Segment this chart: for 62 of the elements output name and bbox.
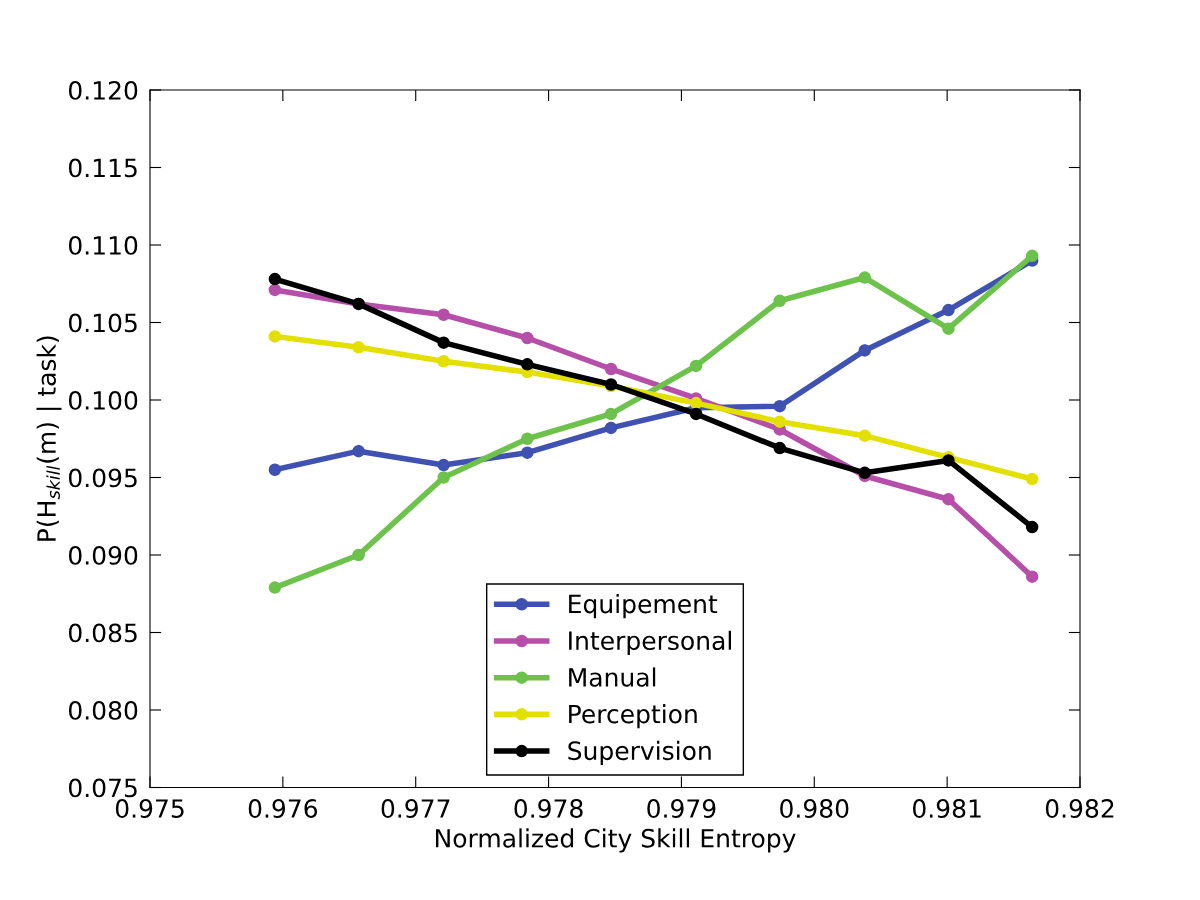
point <box>352 444 365 458</box>
x-tick-label: 0.978 <box>514 799 583 818</box>
point <box>268 283 282 297</box>
y-axis-title: P(H$_{skill}$(m) | task) <box>36 336 62 541</box>
x-tick-label: 0.982 <box>1045 799 1114 818</box>
point <box>268 330 282 343</box>
point <box>858 271 872 284</box>
point <box>604 421 618 435</box>
point <box>521 331 534 345</box>
x-tick-label: 0.976 <box>248 799 318 818</box>
legend-label: Perception <box>569 704 697 729</box>
point <box>604 362 618 376</box>
point <box>689 396 703 410</box>
point <box>268 272 282 286</box>
point <box>942 303 955 317</box>
point <box>268 463 282 477</box>
y-tick-label: 0.095 <box>68 468 137 488</box>
point <box>1025 249 1039 263</box>
point <box>1025 520 1039 534</box>
point <box>352 341 365 354</box>
x-axis-title: Normalized City Skill Entropy <box>435 828 796 853</box>
x-tick-label: 0.977 <box>381 799 450 818</box>
y-tick-label: 0.090 <box>68 545 138 565</box>
point <box>773 399 786 413</box>
y-tick-label: 0.100 <box>68 390 138 410</box>
legend-label: Manual <box>569 667 656 687</box>
y-tick-label: 0.075 <box>68 778 137 798</box>
point <box>1025 472 1039 486</box>
point <box>521 358 534 371</box>
legend-label: Supervision <box>568 740 711 765</box>
point <box>1025 570 1039 583</box>
point <box>858 344 872 357</box>
y-tick-label: 0.115 <box>68 158 137 178</box>
legend-label: Equipement <box>569 594 718 619</box>
y-tick-label: 0.085 <box>68 623 137 643</box>
point <box>942 492 955 506</box>
point <box>773 294 786 308</box>
point <box>437 471 450 484</box>
point <box>521 446 534 459</box>
x-tick-label: 0.981 <box>913 799 981 818</box>
point <box>521 432 534 446</box>
point <box>352 548 365 562</box>
point <box>437 354 450 368</box>
point <box>437 308 450 322</box>
point <box>268 581 282 594</box>
point <box>942 322 955 335</box>
y-tick-label: 0.120 <box>68 80 138 100</box>
x-tick-label: 0.979 <box>647 799 716 818</box>
point <box>437 458 450 472</box>
y-tick-label: 0.105 <box>68 313 137 333</box>
point <box>604 407 618 421</box>
legend-label: Interpersonal <box>569 630 731 655</box>
point <box>773 415 786 428</box>
y-tick-label: 0.080 <box>68 700 138 720</box>
point <box>689 407 703 421</box>
point <box>437 336 450 349</box>
point <box>858 429 872 442</box>
x-tick-label: 0.980 <box>780 799 849 818</box>
x-tick-label: 0.975 <box>115 799 184 818</box>
point <box>773 441 786 455</box>
y-tick-label: 0.110 <box>68 235 138 255</box>
point <box>689 359 703 373</box>
